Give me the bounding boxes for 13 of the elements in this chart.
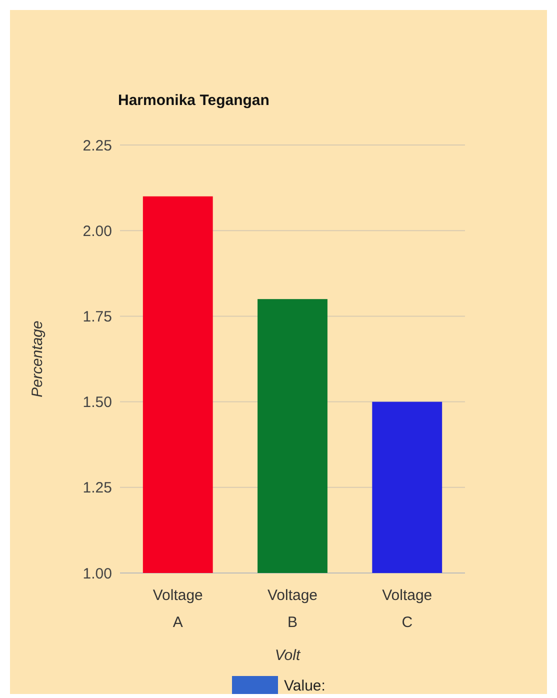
chart-title: Harmonika Tegangan	[118, 92, 270, 109]
y-tick-label: 2.00	[82, 222, 112, 240]
x-axis-title: Volt	[274, 647, 301, 664]
x-tick-label: Voltage A	[152, 587, 203, 631]
y-tick-label: 1.50	[82, 394, 112, 412]
x-tick-label: Voltage C	[382, 587, 432, 631]
y-tick-label: 1.75	[82, 308, 112, 326]
y-axis-title: Percentage	[29, 320, 46, 398]
y-tick-label: 2.25	[82, 137, 112, 154]
y-tick-label: 1.00	[82, 565, 112, 582]
x-tick-label: Voltage B	[267, 587, 318, 631]
y-tick-label: 1.25	[82, 480, 112, 497]
text: Value:	[284, 677, 326, 694]
